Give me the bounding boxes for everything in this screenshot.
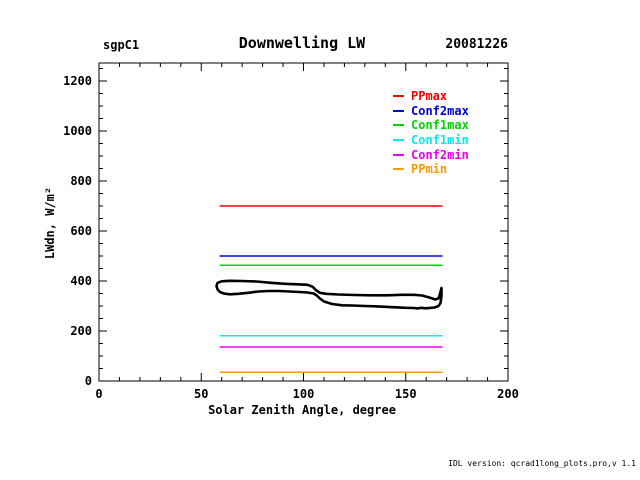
- x-tick-label: 50: [194, 387, 208, 401]
- x-tick-label: 100: [293, 387, 315, 401]
- y-axis-title: LWdn, W/m²: [43, 186, 57, 260]
- y-tick-label: 800: [70, 174, 92, 188]
- legend-item-conf1min: Conf1min: [393, 133, 469, 148]
- legend-item-ppmax: PPmax: [393, 89, 469, 104]
- legend-item-conf2min: Conf2min: [393, 147, 469, 162]
- legend-label: PPmin: [411, 162, 448, 177]
- footer-left: Wed Jan 7 02:03:34 2009 Battelle Pacific…: [7, 447, 335, 480]
- date-label: 20081226: [445, 37, 508, 52]
- x-axis-title: Solar Zenith Angle, degree: [208, 403, 396, 417]
- legend-label: Conf2max: [411, 103, 469, 118]
- legend-dash-icon: [393, 139, 404, 142]
- y-tick-label: 0: [85, 374, 92, 388]
- page-title: Downwelling LW: [238, 34, 366, 52]
- footer-right: IDL version: qcrad1long_plots.pro,v 1.1 …: [386, 445, 636, 480]
- legend-dash-icon: [393, 153, 404, 156]
- legend-item-conf2max: Conf2max: [393, 104, 469, 119]
- y-tick-label: 1200: [63, 74, 92, 88]
- legend-label: PPmax: [411, 89, 448, 104]
- legend-item-conf1max: Conf1max: [393, 118, 469, 133]
- legend-dash-icon: [393, 95, 404, 98]
- legend-label: Conf1min: [411, 133, 469, 148]
- y-tick-label: 1000: [63, 124, 92, 138]
- legend-dash-icon: [393, 168, 404, 171]
- x-tick-label: 200: [497, 387, 519, 401]
- legend-dash-icon: [393, 124, 404, 127]
- legend-item-ppmin: PPmin: [393, 162, 469, 177]
- measured-line: [215, 279, 443, 310]
- idl-version-line: IDL version: qcrad1long_plots.pro,v 1.1: [448, 459, 636, 469]
- x-tick-label: 150: [395, 387, 417, 401]
- legend-dash-icon: [393, 109, 404, 112]
- site-label: sgpC1: [103, 38, 140, 52]
- x-tick-label: 0: [95, 387, 102, 401]
- y-tick-label: 400: [70, 274, 92, 288]
- legend-label: Conf1max: [411, 118, 469, 133]
- legend: PPmax Conf2max Conf1max Conf1min Conf2mi…: [393, 89, 469, 177]
- legend-label: Conf2min: [411, 147, 469, 162]
- y-tick-label: 600: [70, 224, 92, 238]
- y-tick-label: 200: [70, 324, 92, 338]
